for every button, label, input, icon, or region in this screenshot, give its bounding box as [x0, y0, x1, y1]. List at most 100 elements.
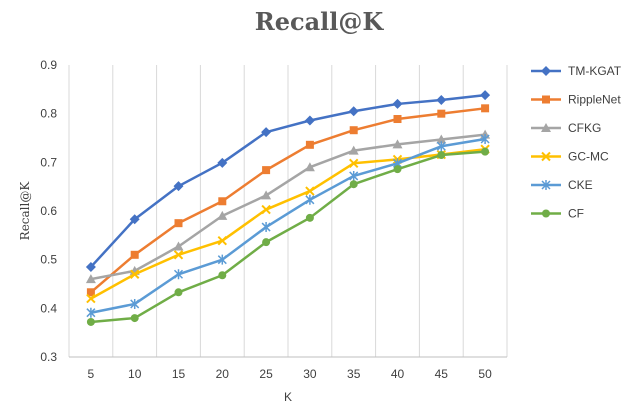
data-point	[349, 170, 359, 181]
data-point	[129, 214, 140, 225]
data-point	[130, 314, 139, 323]
data-point	[86, 307, 96, 318]
legend-item: GC-MC	[531, 150, 609, 164]
data-point	[217, 210, 228, 220]
data-point	[305, 186, 315, 196]
data-point	[130, 250, 139, 259]
data-point	[304, 115, 315, 126]
legend-marker	[541, 66, 551, 76]
legend-label: CKE	[568, 178, 593, 192]
data-point	[304, 162, 315, 172]
data-point	[85, 274, 96, 284]
data-point	[218, 271, 227, 280]
data-point	[261, 204, 271, 215]
series-line	[90, 150, 486, 324]
data-point	[393, 115, 402, 124]
data-point	[437, 151, 446, 160]
data-point	[261, 127, 272, 138]
data-point	[86, 288, 95, 297]
data-point	[129, 269, 140, 279]
y-tick-label: 0.8	[40, 107, 57, 121]
legend-marker	[541, 123, 551, 132]
data-point	[262, 166, 271, 175]
y-axis-label: Recall@K	[18, 181, 32, 241]
data-point	[481, 104, 490, 113]
data-point	[174, 219, 183, 228]
series-line	[90, 137, 486, 314]
x-tick-label: 50	[478, 367, 492, 381]
data-point	[436, 134, 447, 144]
data-point	[393, 165, 402, 174]
x-tick-label: 40	[391, 367, 405, 381]
series-line	[90, 147, 486, 300]
y-axis-ticks: 0.3 0.4 0.5 0.6 0.7 0.8 0.9	[40, 58, 57, 364]
legend-marker	[542, 95, 550, 104]
data-point	[348, 145, 359, 155]
data-point	[173, 181, 184, 192]
legend-marker	[542, 209, 550, 218]
data-point	[436, 141, 446, 152]
legend-label: TM-KGAT	[568, 64, 622, 78]
legend-item: RippleNet	[531, 93, 621, 107]
legend-label: RippleNet	[568, 93, 621, 107]
data-point	[173, 269, 184, 280]
data-point	[130, 298, 140, 309]
y-tick-label: 0.7	[40, 155, 57, 169]
data-point	[261, 222, 271, 233]
series-ripplenet	[86, 104, 490, 297]
data-point	[174, 288, 183, 297]
data-point	[348, 106, 359, 117]
data-point	[86, 317, 95, 326]
legend-label: CFKG	[568, 121, 601, 135]
legend-marker	[541, 151, 551, 162]
data-point	[392, 139, 403, 149]
legend: TM-KGAT RippleNet CFKG GC-MC CKE CF	[531, 64, 622, 221]
vertical-gridlines	[68, 65, 508, 357]
data-point	[305, 213, 314, 222]
data-point	[85, 261, 96, 272]
y-tick-label: 0.6	[40, 204, 57, 218]
data-point	[481, 147, 490, 156]
legend-marker	[541, 180, 551, 190]
series-cke	[86, 133, 490, 318]
legend-label: CF	[568, 207, 584, 221]
x-tick-label: 15	[172, 367, 186, 381]
series-line	[90, 107, 486, 294]
x-tick-label: 5	[88, 367, 95, 381]
x-tick-label: 30	[303, 367, 317, 381]
data-point	[86, 293, 96, 304]
series-line	[90, 133, 486, 281]
legend-item: TM-KGAT	[531, 64, 622, 78]
data-point	[436, 95, 447, 106]
y-tick-label: 0.3	[40, 350, 57, 364]
data-point	[218, 197, 227, 206]
y-tick-label: 0.9	[40, 58, 57, 72]
x-axis-ticks: 5 10 15 20 25 30 35 40 45 50	[88, 367, 493, 381]
data-point	[217, 254, 227, 265]
data-point	[392, 98, 403, 109]
data-point	[480, 133, 490, 144]
data-point	[173, 241, 184, 251]
legend-item: CFKG	[531, 121, 601, 135]
chart-title: Recall@K	[255, 7, 385, 36]
series-group	[85, 90, 491, 326]
data-point	[349, 180, 358, 189]
x-tick-label: 35	[347, 367, 361, 381]
series-cf	[86, 147, 490, 326]
y-tick-label: 0.4	[40, 301, 57, 315]
data-point	[173, 250, 184, 260]
data-point	[437, 109, 446, 118]
x-axis-label: K	[284, 390, 292, 404]
data-point	[348, 158, 359, 169]
data-point	[349, 126, 358, 135]
x-tick-label: 20	[216, 367, 230, 381]
legend-item: CKE	[531, 178, 593, 192]
data-point	[305, 140, 314, 149]
data-point	[217, 235, 228, 246]
data-point	[480, 90, 491, 101]
data-point	[262, 238, 271, 247]
series-line	[89, 93, 486, 268]
series-tm-kgat	[85, 90, 491, 272]
x-tick-label: 45	[435, 367, 449, 381]
